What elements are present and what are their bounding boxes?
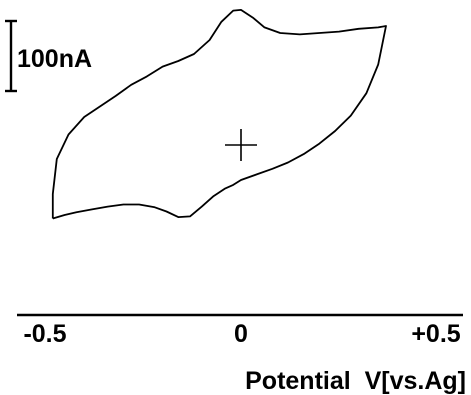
x-tick-label-plus-0.5: +0.5 xyxy=(411,320,460,348)
origin-cross-marker xyxy=(225,129,257,161)
x-tick-label-0: 0 xyxy=(234,320,248,348)
x-tick-labels: -0.5 0 +0.5 xyxy=(23,320,460,348)
x-tick-label-minus-0.5: -0.5 xyxy=(23,320,66,348)
x-axis-title: Potential V[vs.Ag] xyxy=(245,367,466,395)
current-scale-bar: 100nA xyxy=(5,19,92,93)
scale-bar-label: 100nA xyxy=(17,45,92,73)
cv-trace xyxy=(51,9,387,220)
